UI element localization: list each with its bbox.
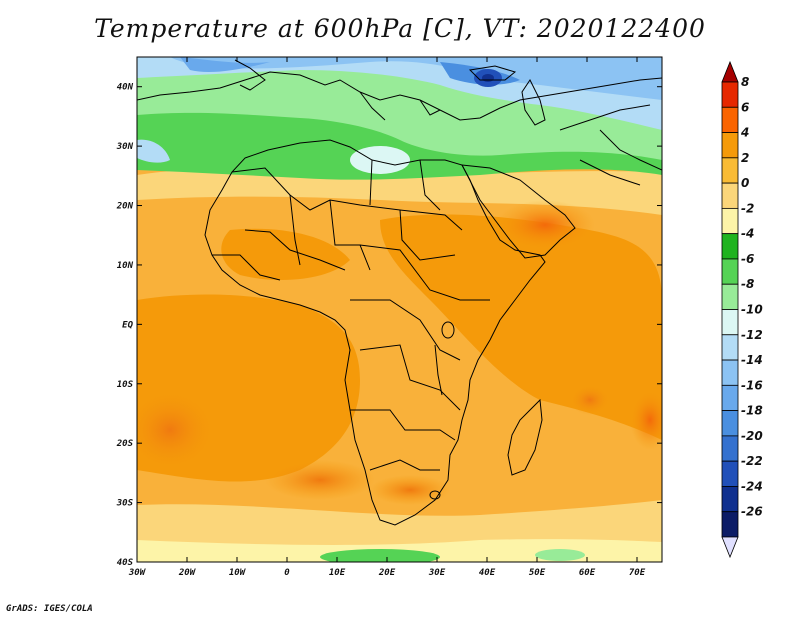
colorbar-swatch	[721, 309, 739, 336]
colorbar-swatch	[721, 182, 739, 209]
colorbar-level-label: -6	[741, 252, 754, 266]
lon-tick-label: 10W	[229, 568, 247, 578]
colorbar-level-label: -10	[741, 303, 763, 317]
colorbar-bottom-arrow	[721, 536, 739, 559]
colorbar-swatch	[721, 157, 739, 184]
colorbar-swatch	[721, 81, 739, 108]
colorbar-level-label: 8	[741, 75, 749, 89]
lat-tick-label: 40N	[117, 83, 134, 93]
colorbar-swatch	[721, 511, 739, 538]
colorbar-swatch	[721, 435, 739, 462]
lon-tick-label: 30E	[428, 568, 446, 578]
colorbar-swatch	[721, 460, 739, 487]
lat-tick-label: 10N	[117, 261, 134, 271]
colorbar-level-label: -16	[741, 378, 763, 392]
colorbar-level-label: -24	[741, 479, 763, 493]
lon-tick-label: 0	[284, 568, 290, 578]
colorbar-swatch	[721, 384, 739, 412]
colorbar-level-label: -8	[741, 277, 754, 291]
colorbar-level-label: -14	[741, 353, 763, 367]
lon-tick-label: 30W	[128, 568, 147, 578]
colorbar-top-arrow	[721, 60, 739, 83]
colorbar-level-label: 0	[741, 176, 749, 190]
lat-tick-label: 20N	[116, 202, 134, 212]
lon-tick-label: 70E	[629, 568, 646, 578]
latitude-axis: 40S 30S 20S 10S EQ 10N 20N 30N 40N	[116, 83, 662, 568]
colorbar-swatch	[721, 410, 739, 437]
colorbar-swatch	[721, 486, 739, 513]
colorbar-level-label: -18	[741, 404, 763, 418]
temperature-field	[137, 57, 662, 562]
lat-tick-label: 20S	[116, 439, 134, 449]
lon-tick-label: 20E	[378, 568, 396, 578]
colorbar-level-label: 6	[741, 100, 749, 114]
colorbar-swatch	[721, 258, 739, 285]
colorbar-swatch	[721, 359, 739, 386]
colorbar-level-label: -22	[741, 454, 763, 468]
colorbar-swatch	[721, 233, 739, 260]
coastlines-and-borders	[137, 59, 662, 526]
colorbar-swatch	[721, 106, 739, 133]
lat-tick-label: 10S	[117, 380, 134, 390]
colorbar-swatch	[721, 283, 739, 310]
map-title: Temperature at 600hPa [C], VT: 202012240…	[94, 14, 706, 43]
lat-tick-label: 30N	[116, 142, 134, 152]
lat-tick-label: 40S	[117, 558, 134, 568]
colorbar-swatch	[721, 132, 739, 159]
longitude-axis: 30W 20W 10W 0 10E 20E 30E 40E 50E 60E 70E	[128, 57, 646, 578]
lon-tick-label: 40E	[479, 568, 496, 578]
lon-tick-label: 50E	[529, 568, 546, 578]
colorbar-level-label: -20	[741, 429, 763, 443]
plot-frame	[136, 56, 663, 563]
colorbar-swatch	[721, 207, 739, 235]
lat-tick-label: EQ	[122, 320, 133, 330]
colorbar-level-label: -26	[741, 505, 763, 519]
colorbar-level-label: -4	[741, 227, 754, 241]
colorbar-level-label: 4	[740, 126, 749, 140]
lon-tick-label: 10E	[329, 568, 346, 578]
lon-tick-label: 60E	[579, 568, 596, 578]
lat-tick-label: 30S	[116, 499, 134, 509]
grads-credit: GrADS: IGES/COLA	[6, 604, 93, 614]
lon-tick-label: 20W	[178, 568, 197, 578]
colorbar-swatch	[721, 334, 739, 361]
colorbar: 8 6 4 2 0 -2 -4 -6 -8 -10 -12 -14 -16 -18 -20 -22 -24 -26	[721, 60, 763, 559]
colorbar-level-label: -2	[741, 201, 754, 215]
colorbar-level-label: -12	[741, 328, 763, 342]
colorbar-level-label: 2	[741, 151, 749, 165]
